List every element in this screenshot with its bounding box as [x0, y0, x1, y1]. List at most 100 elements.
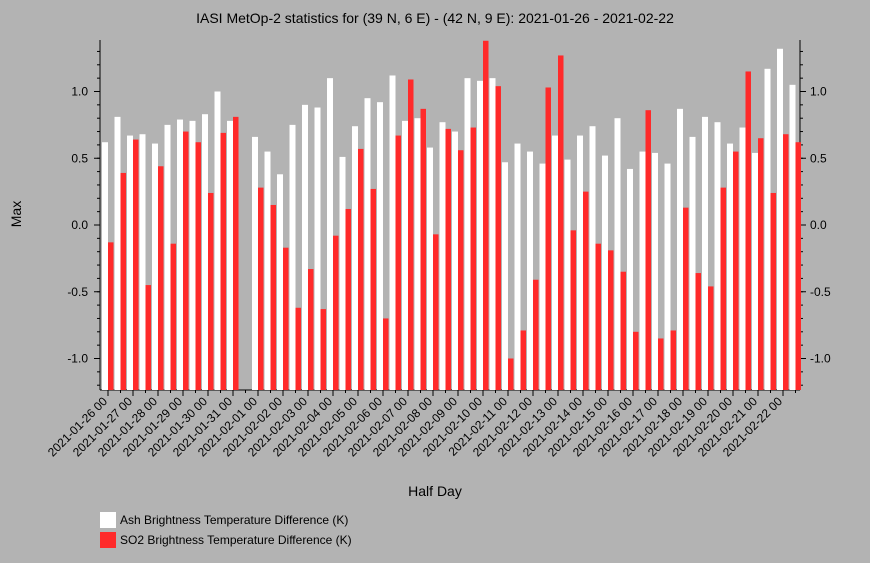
so2-bar [720, 187, 726, 390]
ash-bar [527, 151, 533, 390]
ash-bar [627, 168, 633, 390]
so2-bar [495, 86, 501, 390]
ash-bar [327, 78, 333, 391]
y-tick-label-right: 0.0 [810, 218, 827, 232]
ash-bar [427, 147, 433, 390]
ash-bar [414, 118, 421, 390]
so2-bar [458, 150, 464, 390]
so2-bar [408, 79, 414, 391]
ash-bar [464, 78, 471, 391]
so2-bar [333, 235, 339, 390]
ash-bar [264, 151, 271, 390]
ash-bar [152, 143, 158, 390]
ash-bar [177, 119, 183, 390]
so2-bar [758, 138, 764, 390]
so2-bar [645, 110, 651, 390]
y-axis-label: Max [8, 200, 24, 228]
so2-bar [433, 234, 439, 390]
so2-bar [795, 142, 801, 390]
ash-bar [702, 116, 708, 391]
ash-bar [539, 163, 546, 390]
so2-bar [745, 71, 751, 390]
ash-bar [189, 120, 196, 391]
ash-bar [277, 174, 283, 390]
ash-bar [764, 68, 771, 391]
ash-bar [402, 120, 408, 391]
ash-bar [389, 75, 396, 390]
so2-bar [208, 192, 214, 390]
y-tick-label-left: -1.0 [67, 352, 88, 366]
ash-bar [789, 84, 796, 390]
so2-bar [670, 330, 676, 390]
legend-label-ash: Ash Brightness Temperature Difference (K… [120, 513, 349, 527]
so2-bar [608, 250, 614, 390]
ash-bar [377, 102, 383, 391]
so2-bar [345, 208, 351, 390]
legend-swatch-ash [100, 512, 116, 528]
so2-bar [133, 139, 139, 390]
ash-bar [127, 135, 133, 390]
ash-bar [289, 124, 296, 390]
ash-bar [314, 107, 321, 391]
so2-bar [633, 331, 639, 390]
ash-bar [477, 80, 483, 390]
so2-bar [120, 172, 126, 390]
ash-bar [664, 163, 671, 390]
so2-bar [258, 187, 264, 390]
ash-bar [489, 78, 496, 391]
ash-bar [439, 122, 446, 390]
ash-bar [302, 104, 308, 390]
ash-bar [114, 116, 121, 391]
legend-item-ash: Ash Brightness Temperature Difference (K… [100, 512, 352, 528]
chart-title: IASI MetOp-2 statistics for (39 N, 6 E) … [196, 10, 674, 26]
ash-bar [452, 131, 458, 391]
ash-bar [577, 135, 583, 390]
y-tick-label-right: -1.0 [810, 352, 831, 366]
ash-bar [677, 108, 683, 390]
ash-bar [639, 151, 646, 390]
so2-bar [658, 338, 664, 390]
so2-bar [195, 142, 201, 390]
ash-bar [752, 152, 758, 390]
y-tick-label-right: -0.5 [810, 285, 831, 299]
so2-bar [158, 166, 164, 390]
legend-label-so2: SO2 Brightness Temperature Difference (K… [120, 533, 352, 547]
so2-bar [770, 192, 776, 390]
so2-bar [233, 116, 239, 391]
so2-bar [733, 151, 739, 390]
so2-bar [683, 207, 689, 390]
so2-bar [270, 204, 276, 390]
so2-bar [370, 188, 376, 390]
ash-bar [652, 152, 658, 390]
ash-bar [202, 114, 208, 390]
so2-bar [183, 131, 189, 391]
ash-bar [214, 91, 221, 390]
ash-bar [164, 124, 171, 390]
ash-bar [139, 134, 146, 390]
so2-bar [783, 134, 789, 390]
y-tick-label-right: 1.0 [810, 85, 827, 99]
ash-bar [252, 136, 258, 390]
so2-bar [620, 271, 626, 390]
so2-bar [283, 247, 289, 390]
so2-bar [108, 242, 114, 390]
y-tick-label-left: -0.5 [67, 285, 88, 299]
x-axis-label: Half Day [408, 483, 462, 499]
ash-bar [352, 126, 358, 391]
so2-bar [170, 243, 176, 390]
ash-bar [739, 127, 746, 391]
so2-bar [483, 40, 489, 391]
so2-bar [545, 87, 551, 391]
so2-bar [295, 307, 301, 390]
y-tick-label-left: 0.5 [71, 151, 88, 165]
so2-bar [520, 330, 526, 390]
so2-bar [383, 318, 389, 390]
so2-bar [708, 286, 714, 390]
ash-bar [552, 135, 558, 390]
ash-bar [689, 136, 696, 390]
legend-item-so2: SO2 Brightness Temperature Difference (K… [100, 532, 352, 548]
y-tick-label-right: 0.5 [810, 151, 827, 165]
so2-bar [533, 279, 539, 390]
so2-bar [308, 269, 314, 390]
so2-bar [220, 132, 226, 390]
